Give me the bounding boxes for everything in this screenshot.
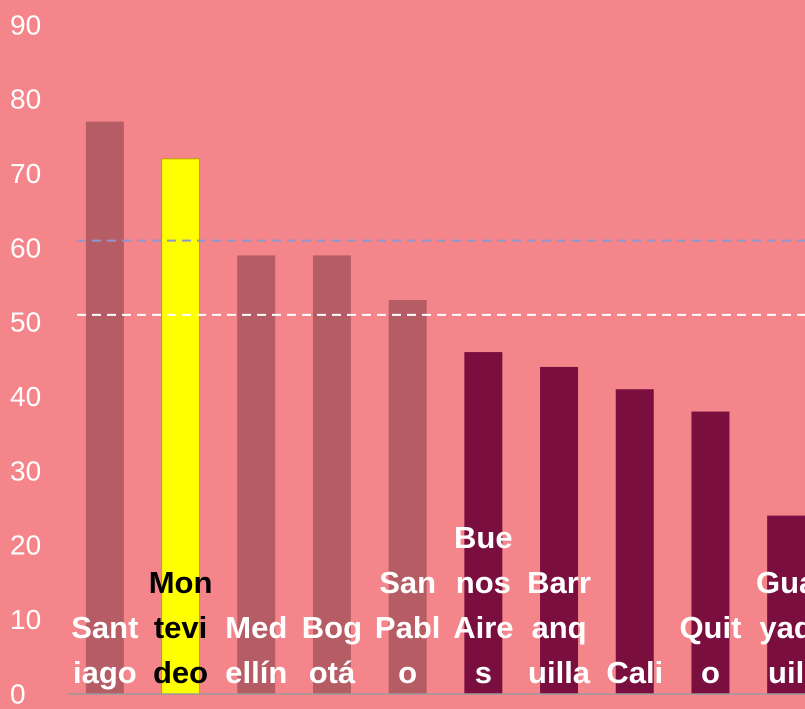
bar <box>388 300 427 694</box>
x-tick-label: Guayaquil <box>755 565 805 690</box>
y-tick-label: 60 <box>10 232 41 263</box>
y-tick-label: 80 <box>10 84 41 115</box>
x-tick-label: Medellín <box>225 610 288 690</box>
bar <box>85 121 124 695</box>
y-tick-label: 90 <box>10 9 41 40</box>
bar <box>161 158 201 695</box>
bar <box>615 389 654 694</box>
bar <box>767 515 805 694</box>
x-tick-label: San Pablo <box>374 565 441 690</box>
y-tick-label: 10 <box>10 604 41 635</box>
x-tick-label: Barranquilla <box>527 565 591 690</box>
x-tick-label: Cali <box>606 655 664 690</box>
y-tick-label: 70 <box>10 158 41 189</box>
x-tick-label: Bogotá <box>301 610 363 690</box>
x-tick-label: Montevideo <box>148 565 213 690</box>
y-tick-label: 50 <box>10 307 41 338</box>
y-tick-label: 30 <box>10 455 41 486</box>
bar <box>237 255 276 694</box>
y-tick-label: 20 <box>10 530 41 561</box>
x-tick-label: Buenos Aires <box>453 520 514 690</box>
bar <box>464 352 503 694</box>
y-tick-label: 0 <box>10 678 26 709</box>
x-tick-label: Quito <box>679 610 742 690</box>
bar <box>691 411 730 694</box>
y-tick-label: 40 <box>10 381 41 412</box>
x-tick-label: Santiago <box>71 610 139 690</box>
bar <box>312 255 351 694</box>
bar <box>540 366 579 694</box>
